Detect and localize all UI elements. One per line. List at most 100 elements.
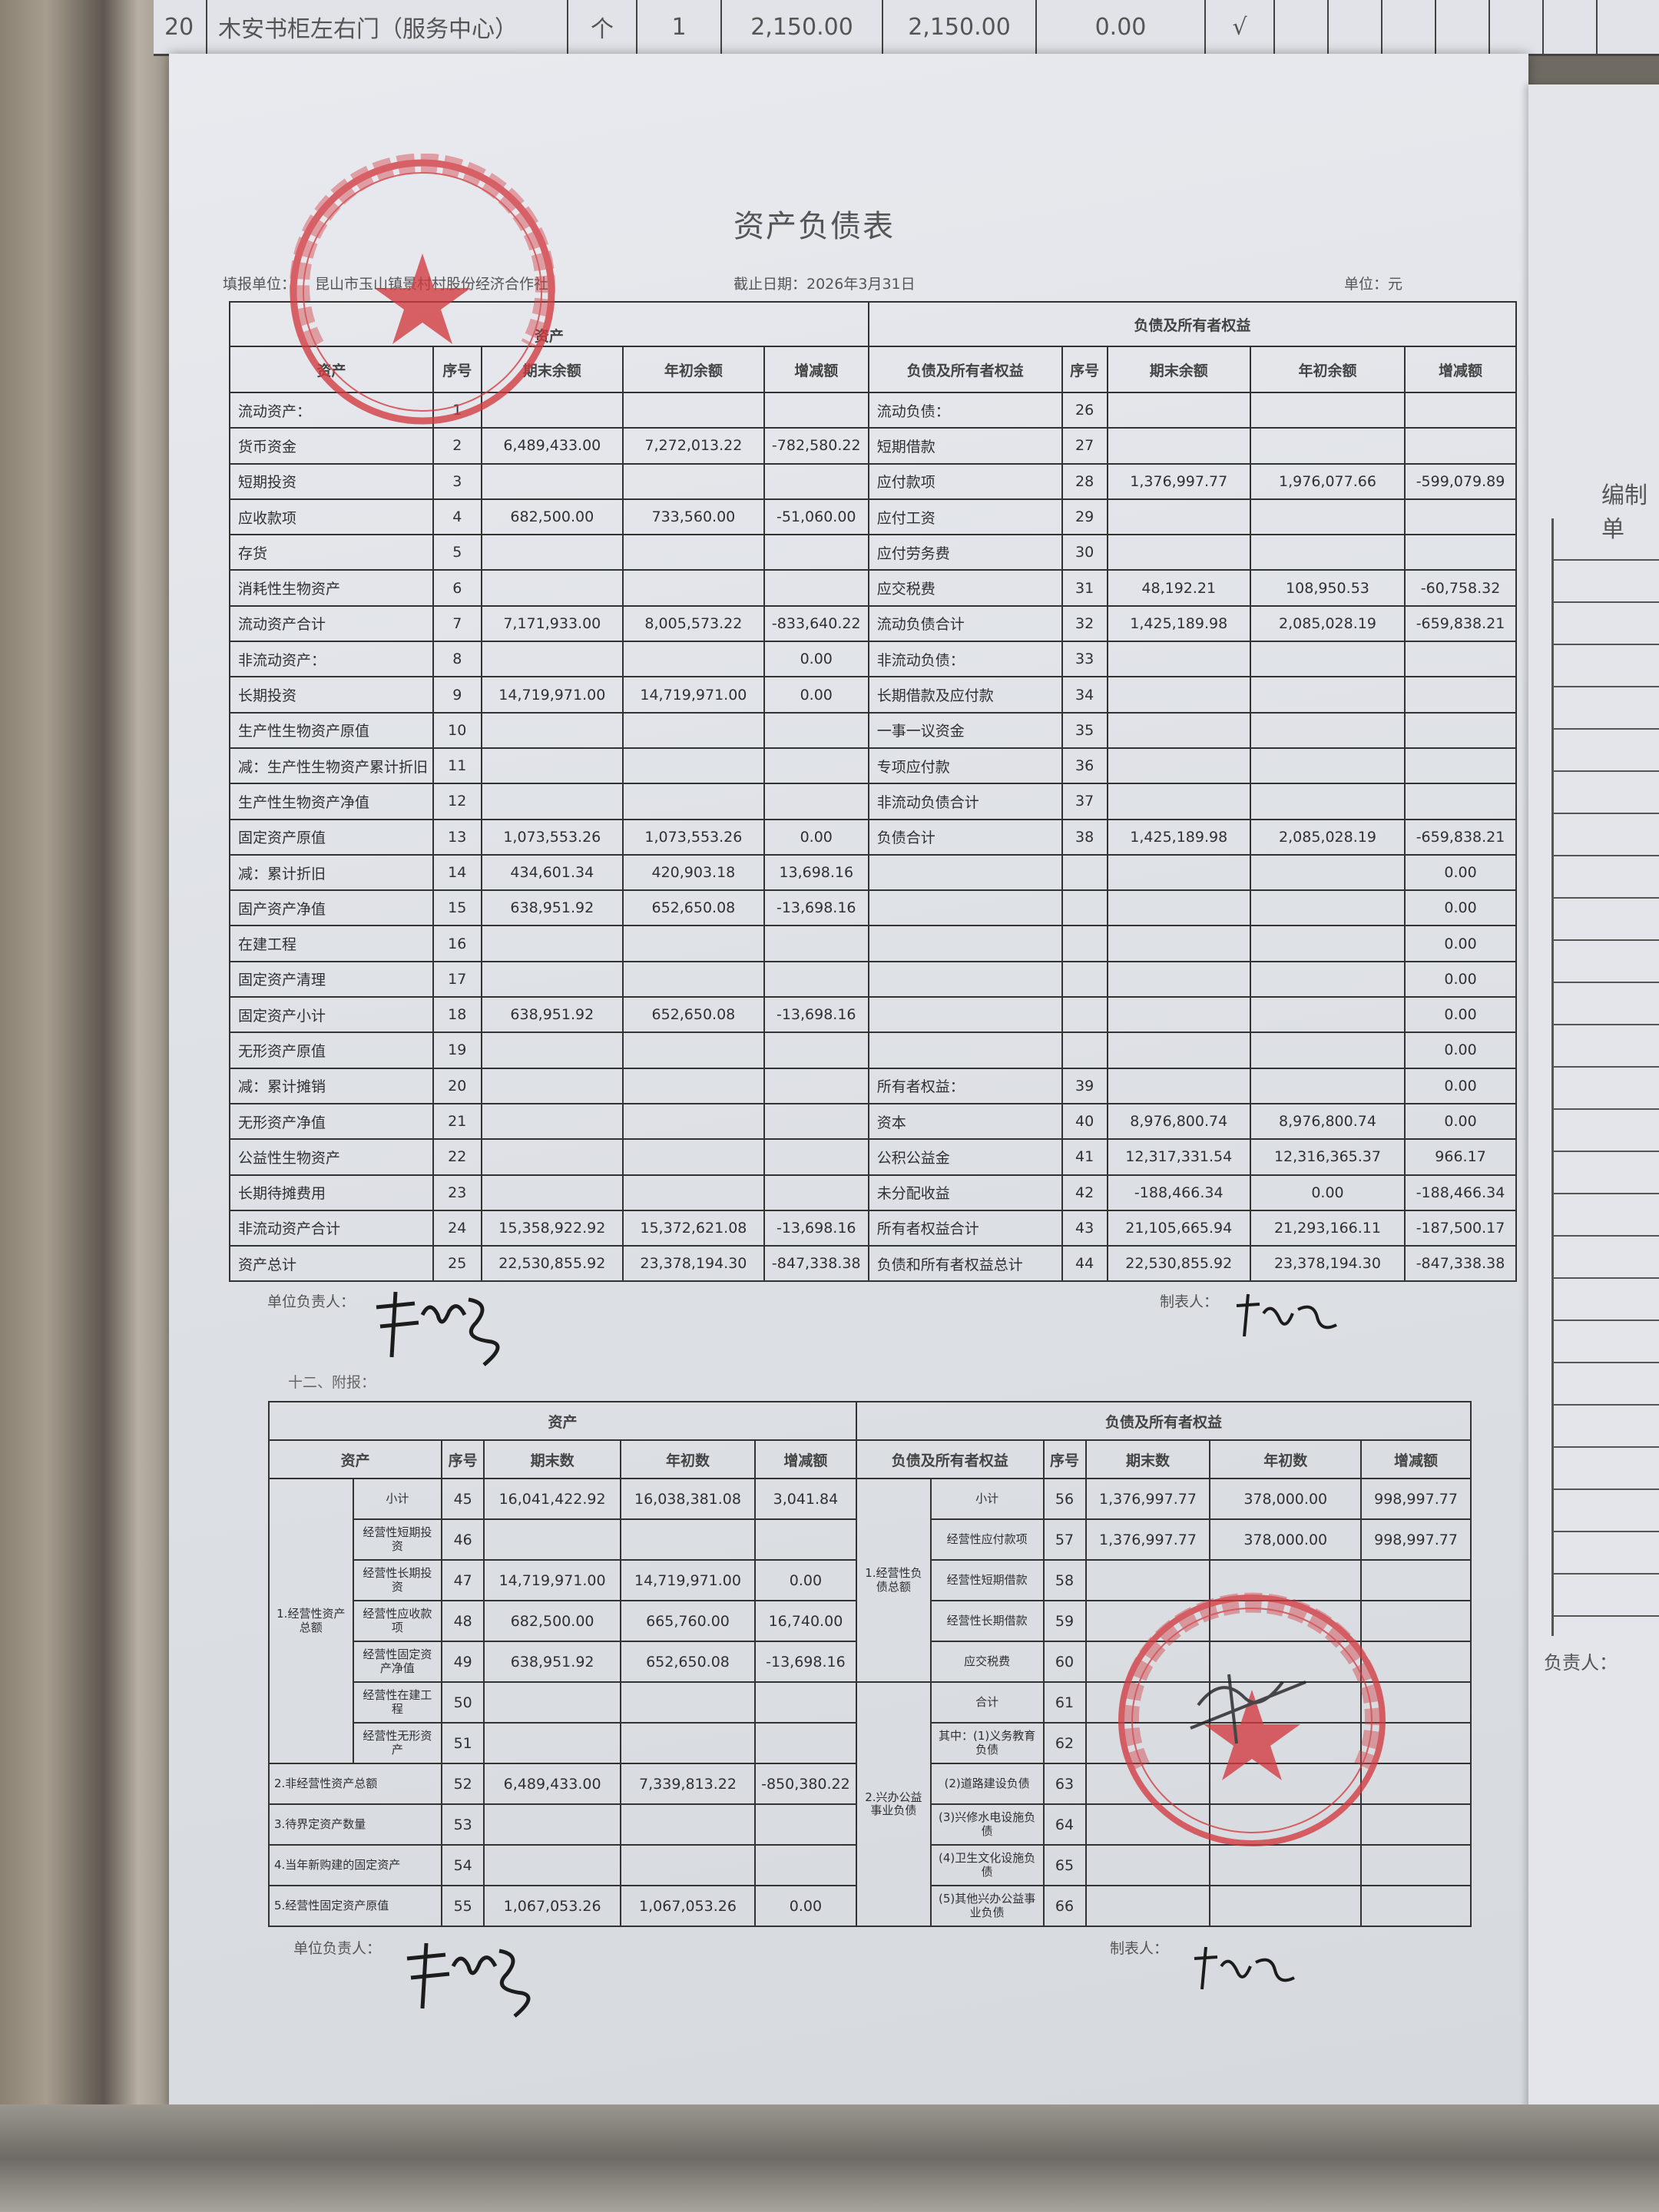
- liability-change: [1404, 498, 1517, 536]
- liability-label: 流动负债：: [867, 391, 1063, 429]
- supervisory-committee-seal: [1118, 1592, 1386, 1846]
- asset-change: -850,380.22: [753, 1763, 857, 1805]
- asset-seq: 18: [432, 996, 482, 1034]
- asset-label: 应收款项: [228, 498, 435, 536]
- liability-begin-balance: [1249, 1031, 1406, 1069]
- liability-change: [1404, 427, 1517, 465]
- liability-label: 所有者权益：: [867, 1067, 1063, 1104]
- liability-begin-balance: [1249, 853, 1406, 892]
- asset-label: 固定资产原值: [228, 818, 435, 856]
- liability-seq: 40: [1061, 1102, 1108, 1141]
- liability-begin-balance: [1249, 1067, 1406, 1104]
- asset-seq: 15: [432, 889, 482, 927]
- appendix-section-header-row: 资产 负债及所有者权益: [268, 1401, 1472, 1441]
- table-row: 固定资产原值 13 1,073,553.26 1,073,553.26 0.00 负债合计…: [228, 818, 1517, 856]
- asset-change: -782,580.22: [763, 427, 869, 465]
- asset-change: [763, 1174, 869, 1211]
- appendix-liabilities-header: 负债及所有者权益: [855, 1401, 1472, 1441]
- table-row: 无形资产原值 19 0.00: [228, 1031, 1517, 1069]
- liability-label: 应付劳务费: [867, 534, 1063, 571]
- liability-label: 长期借款及应付款: [867, 676, 1063, 714]
- asset-change: [763, 1138, 869, 1176]
- asset-end-balance: 638,951.92: [480, 889, 624, 927]
- report-date: 截止日期：2026年3月31日: [733, 276, 916, 293]
- liability-label: [867, 996, 1063, 1034]
- liability-seq: 37: [1061, 783, 1108, 820]
- asset-begin-balance: [620, 1803, 756, 1846]
- asset-label: 经营性无形资产: [352, 1722, 443, 1764]
- liability-label: 流动负债合计: [867, 604, 1063, 643]
- asset-label: 流动资产合计: [228, 604, 435, 643]
- liability-begin-balance: 378,000.00: [1209, 1518, 1363, 1561]
- asset-seq: 3: [432, 462, 482, 500]
- asset-change: -13,698.16: [763, 996, 869, 1034]
- liability-end-balance: [1084, 1722, 1211, 1764]
- liability-change: 0.00: [1404, 925, 1517, 962]
- asset-seq: 55: [441, 1885, 485, 1927]
- asset-seq: 54: [441, 1844, 485, 1886]
- liability-label: 所有者权益合计: [867, 1209, 1063, 1247]
- liability-seq: 62: [1042, 1722, 1087, 1764]
- liability-change: 0.00: [1404, 889, 1517, 927]
- column-header-end-balance: 期末余额: [1106, 346, 1251, 393]
- asset-begin-balance: 14,719,971.00: [622, 676, 765, 714]
- asset-begin-balance: [622, 960, 765, 998]
- liability-end-balance: [1106, 747, 1251, 785]
- liability-label: 合计: [929, 1681, 1045, 1724]
- appendix-assets-header: 资产: [268, 1401, 857, 1441]
- asset-change: [753, 1803, 857, 1846]
- liability-end-balance: [1106, 1067, 1251, 1104]
- liability-label: [867, 889, 1063, 927]
- asset-end-balance: 14,719,971.00: [480, 676, 624, 714]
- liability-change: -188,466.34: [1404, 1174, 1517, 1211]
- asset-end-balance: [483, 1518, 622, 1561]
- liability-seq: [1061, 889, 1108, 927]
- liability-change: -60,758.32: [1404, 569, 1517, 607]
- liability-seq: 61: [1042, 1681, 1087, 1724]
- asset-change: 0.00: [753, 1885, 857, 1927]
- asset-seq: 6: [432, 569, 482, 607]
- liability-seq: [1061, 1031, 1108, 1069]
- asset-end-balance: [483, 1803, 622, 1846]
- table-row: 减：累计折旧 14 434,601.34 420,903.18 13,698.16 0.0…: [228, 853, 1517, 892]
- asset-label: 固产资产净值: [228, 889, 435, 927]
- liability-seq: [1061, 996, 1108, 1034]
- asset-begin-balance: [622, 1138, 765, 1176]
- asset-begin-balance: [622, 534, 765, 571]
- liability-change: -187,500.17: [1404, 1209, 1517, 1247]
- appendix-table: 资产 负债及所有者权益 资产 序号 期末数 年初数 增减额 负债及所有者权益 序号 期末数 年初…: [267, 1401, 1472, 1927]
- asset-label: 经营性长期投资: [352, 1559, 443, 1601]
- page-title: 资产负债表: [733, 209, 895, 244]
- liability-end-balance: [1084, 1844, 1211, 1886]
- asset-end-balance: [480, 1138, 624, 1176]
- liability-begin-balance: 2,085,028.19: [1249, 604, 1406, 643]
- liability-end-balance: [1084, 1681, 1211, 1724]
- asset-label: 短期投资: [228, 462, 435, 500]
- table-row: 货币资金 2 6,489,433.00 7,272,013.22 -782,580.22…: [228, 427, 1517, 465]
- asset-change: 0.00: [763, 676, 869, 714]
- asset-change: [763, 1102, 869, 1141]
- liability-seq: 32: [1061, 604, 1108, 643]
- currency-unit: 单位：元: [1344, 276, 1403, 293]
- liability-change: -599,079.89: [1404, 462, 1517, 500]
- asset-label: 减：生产性生物资产累计折旧: [228, 747, 435, 785]
- responsible-label: 单位负责人：: [267, 1293, 356, 1310]
- liability-change: [1360, 1885, 1472, 1927]
- asset-label: 减：累计折旧: [228, 853, 435, 892]
- asset-label: 减：累计摊销: [228, 1067, 435, 1104]
- liability-label: 应付工资: [867, 498, 1063, 536]
- table-row: 非流动资产： 8 0.00 非流动负债： 33: [228, 641, 1517, 678]
- liability-label: (3)兴修水电设施负债: [929, 1803, 1045, 1846]
- asset-change: [763, 1067, 869, 1104]
- asset-label: 固定资产清理: [228, 960, 435, 998]
- liability-label: (2)道路建设负债: [929, 1763, 1045, 1805]
- liability-label: [867, 925, 1063, 962]
- liability-end-balance: [1106, 889, 1251, 927]
- column-header-change: 增减额: [763, 346, 869, 393]
- liability-end-balance: [1106, 676, 1251, 714]
- appendix-row: 经营性在建工程 50 2.兴办公益事业负债 合计 61: [269, 1681, 1472, 1927]
- asset-seq: 53: [441, 1803, 485, 1846]
- appendix-responsible-label: 单位负责人：: [293, 1940, 382, 1957]
- asset-end-balance: 1,073,553.26: [480, 818, 624, 856]
- asset-end-balance: 14,719,971.00: [483, 1559, 622, 1601]
